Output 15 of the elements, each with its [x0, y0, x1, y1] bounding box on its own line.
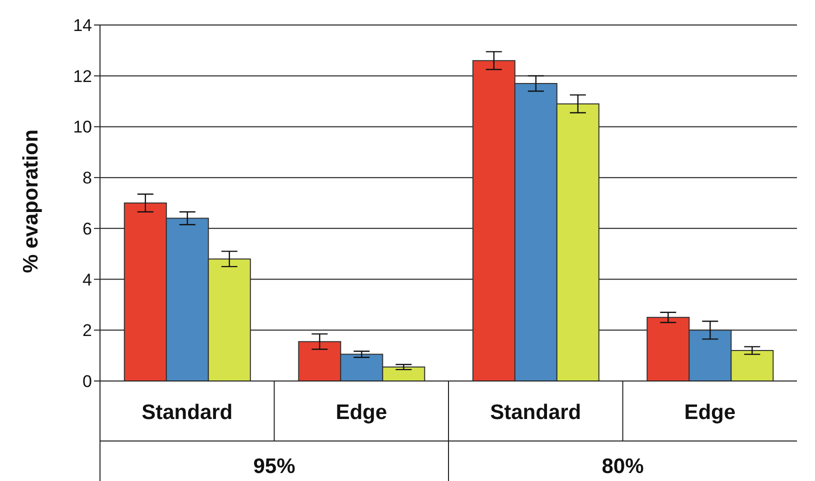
y-tick-label: 8 [82, 168, 92, 188]
text: 80% [602, 455, 644, 478]
y-tick-label: 12 [73, 66, 92, 86]
y-axis-title: % evaporation [19, 129, 42, 273]
y-tick-label: 4 [82, 270, 92, 290]
x-tick-label: Standard [490, 401, 582, 424]
text: 95% [253, 455, 296, 478]
x-tick-label: Edge [336, 401, 388, 424]
y-tick-label: 14 [73, 16, 92, 36]
y-tick-label: 0 [82, 372, 92, 392]
y-tick-label: 10 [73, 118, 92, 137]
x-tick-label: Edge [684, 401, 736, 424]
y-tick-label: 6 [82, 219, 92, 238]
x-tick-label: Standard [142, 401, 233, 424]
y-tick-label: 2 [82, 321, 92, 340]
